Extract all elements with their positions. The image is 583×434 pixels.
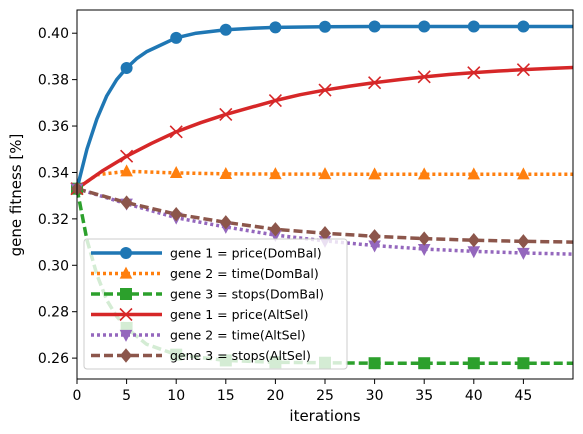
data-point-2 (417, 167, 431, 180)
y-tick-label: 0.30 (38, 258, 69, 274)
y-tick-label: 0.28 (38, 305, 69, 321)
x-axis-ticks: 0 5 10 15 20 25 30 35 40 45 (73, 379, 532, 404)
x-tick-label: 25 (316, 388, 334, 404)
data-point-4 (169, 125, 183, 139)
data-point-5 (368, 240, 381, 253)
data-point-6 (418, 231, 431, 246)
data-point-2 (467, 167, 481, 180)
y-tick-label: 0.36 (38, 119, 69, 135)
legend-label: gene 2 = time(DomBal) (170, 266, 319, 281)
data-point-4 (268, 93, 282, 108)
legend-label: gene 1 = price(DomBal) (170, 246, 322, 261)
legend-label: gene 3 = stops(AltSel) (170, 348, 311, 363)
x-tick-label: 35 (415, 388, 433, 404)
legend-label: gene 2 = time(AltSel) (170, 328, 306, 343)
y-axis-title: gene fitness [%] (7, 134, 25, 257)
data-point-2 (368, 167, 381, 180)
legend: gene 1 = price(DomBal) gene 2 = time(DomB… (83, 238, 348, 370)
legend-label: gene 1 = price(AltSel) (170, 307, 308, 322)
x-tick-label: 0 (73, 388, 82, 404)
data-point-1 (170, 31, 183, 44)
x-tick-label: 20 (266, 388, 284, 404)
data-point-5 (467, 246, 481, 259)
y-axis-ticks: 0.26 0.28 0.30 0.32 0.34 0.36 0.38 0.40 (38, 26, 77, 367)
data-point-2 (169, 166, 183, 179)
data-point-4 (368, 76, 382, 90)
legend-marker (120, 288, 132, 300)
data-point-2 (219, 166, 233, 179)
data-point-1 (219, 23, 232, 36)
series-line-2 (77, 169, 573, 191)
data-point-4 (467, 66, 481, 80)
legend-marker (120, 348, 132, 363)
y-tick-label: 0.38 (38, 73, 69, 89)
data-point-4 (219, 107, 233, 121)
data-point-4 (417, 70, 431, 84)
data-point-4 (120, 149, 134, 163)
data-point-6 (319, 226, 331, 241)
legend-marker (119, 266, 133, 279)
data-point-3 (368, 357, 381, 370)
data-point-5 (517, 247, 530, 260)
x-axis-title: iterations (289, 407, 360, 425)
y-tick-label: 0.40 (38, 26, 69, 42)
data-point-2 (517, 167, 530, 180)
legend-marker (120, 247, 132, 259)
data-point-1 (269, 21, 282, 34)
x-tick-label: 45 (514, 388, 532, 404)
data-point-1 (120, 62, 133, 75)
data-point-1 (517, 20, 530, 33)
x-tick-label: 40 (465, 388, 483, 404)
legend-marker (119, 307, 133, 322)
data-point-6 (467, 233, 480, 248)
legend-box (83, 238, 348, 370)
x-tick-label: 15 (217, 388, 235, 404)
y-tick-label: 0.32 (38, 212, 69, 228)
data-point-5 (417, 243, 431, 256)
series-line-1 (77, 24, 573, 190)
data-point-6 (517, 234, 530, 249)
data-point-6 (219, 215, 232, 230)
data-point-6 (269, 222, 282, 237)
data-point-4 (318, 83, 332, 97)
data-point-1 (319, 20, 331, 33)
data-point-2 (269, 167, 282, 180)
x-tick-label: 30 (366, 388, 384, 404)
data-point-1 (418, 20, 431, 33)
data-point-4 (516, 63, 530, 77)
data-point-1 (368, 20, 381, 33)
y-tick-label: 0.34 (38, 165, 69, 181)
legend-marker (119, 329, 133, 342)
data-point-6 (170, 207, 183, 222)
x-tick-label: 10 (167, 388, 185, 404)
legend-label: gene 3 = stops(DomBal) (170, 287, 324, 302)
data-point-3 (418, 357, 431, 370)
data-point-3 (467, 357, 480, 370)
data-point-6 (368, 229, 381, 244)
y-tick-label: 0.26 (38, 351, 69, 367)
data-point-1 (467, 20, 480, 33)
data-point-2 (318, 167, 332, 180)
data-point-3 (517, 357, 530, 370)
x-tick-label: 5 (122, 388, 131, 404)
data-point-2 (120, 164, 133, 177)
data-point-6 (120, 195, 133, 210)
